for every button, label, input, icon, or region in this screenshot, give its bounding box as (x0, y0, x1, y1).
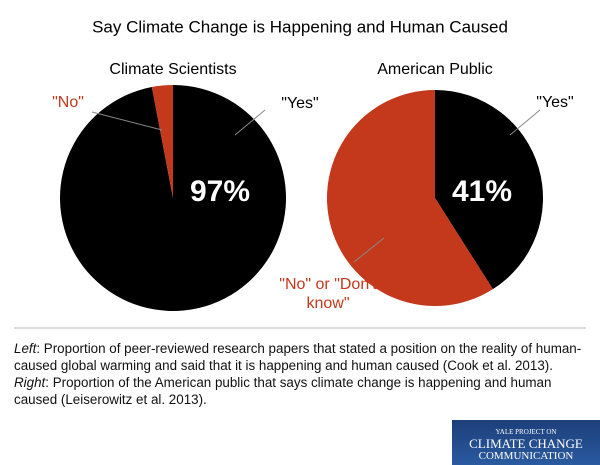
caption-text: : Proportion of the American public that… (14, 375, 552, 407)
caption: Left: Proportion of peer-reviewed resear… (14, 340, 589, 408)
caption-emphasis: Left (14, 341, 37, 356)
value-label: 41% (452, 175, 512, 208)
leader-line (509, 109, 541, 136)
logo: YALE PROJECT ON CLIMATE CHANGE COMMUNICA… (452, 420, 600, 465)
caption-text: : Proportion of peer-reviewed research p… (14, 341, 582, 373)
pie-title: American Public (377, 61, 493, 78)
pie-slice (327, 90, 493, 306)
leader-line (353, 237, 385, 263)
leader-line (91, 111, 163, 131)
leader-line (234, 109, 266, 136)
caption-emphasis: Right (14, 375, 46, 390)
logo-text: CLIMATE CHANGE (469, 436, 583, 451)
pie-slice (435, 90, 544, 290)
pie-slice (151, 85, 173, 198)
logo-text: YALE PROJECT ON (495, 428, 557, 436)
value-label: 97% (190, 175, 250, 208)
pie-title: Climate Scientists (109, 61, 236, 78)
category-label: "Yes" (281, 95, 319, 112)
category-label: "No" (52, 94, 84, 111)
pie-slice (59, 85, 286, 311)
category-label: "No" or "Don't know" (279, 276, 377, 312)
chart-title: Say Climate Change is Happening and Huma… (92, 17, 508, 36)
logo-text: COMMUNICATION (478, 450, 574, 462)
category-label: "Yes" (536, 94, 574, 111)
